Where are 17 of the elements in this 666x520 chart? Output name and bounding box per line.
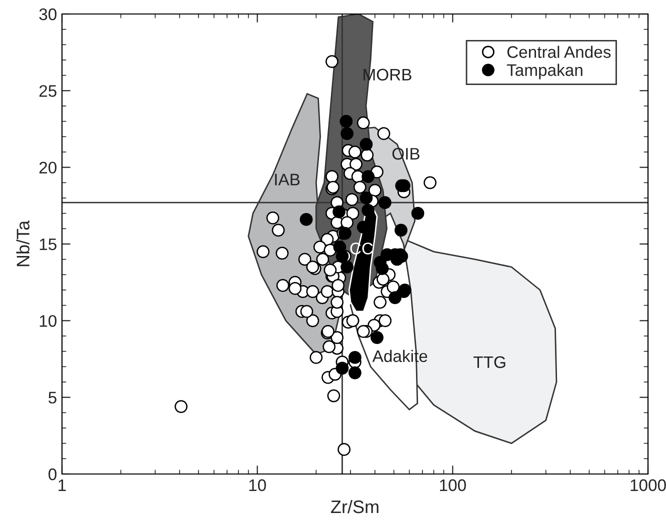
- x-tick-label: 1: [58, 479, 66, 491]
- legend-label: Tampakan: [506, 64, 582, 80]
- x-tick-label: 10: [249, 479, 266, 492]
- annotation: TTG: [473, 356, 506, 368]
- y-tick-label: 15: [40, 238, 56, 250]
- x-tick-label: 100: [440, 479, 466, 492]
- annotation: IAB: [275, 174, 300, 186]
- y-tick-label: 25: [39, 85, 56, 97]
- y-tick-label: 0: [48, 468, 56, 480]
- legend-label: Central Andes: [507, 46, 611, 58]
- y-tick-label: 10: [40, 315, 56, 327]
- x-tick-label: 1000: [630, 479, 666, 492]
- y-axis-title: Nb/Ta: [16, 220, 30, 266]
- y-tick-label: 20: [39, 162, 56, 174]
- y-tick-label: 30: [39, 8, 56, 20]
- x-axis-title: Zr/Sm: [331, 500, 378, 514]
- y-tick-label: 5: [48, 392, 56, 404]
